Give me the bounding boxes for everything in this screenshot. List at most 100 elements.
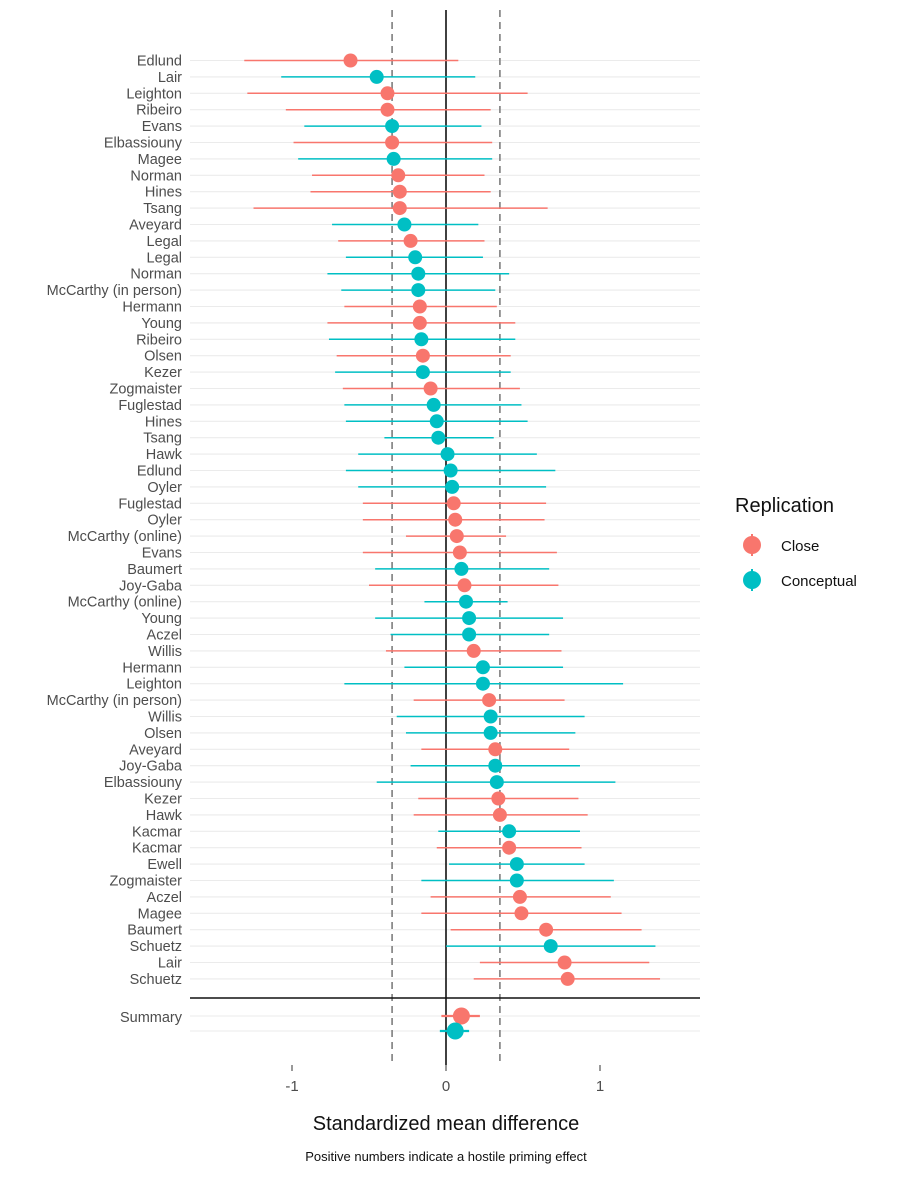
study-label: Olsen bbox=[144, 726, 182, 742]
estimate-point bbox=[431, 430, 446, 445]
estimate-point bbox=[380, 102, 395, 117]
study-label: Elbassiouny bbox=[104, 775, 183, 791]
estimate-point bbox=[459, 594, 474, 609]
study-label: Kacmar bbox=[132, 841, 182, 857]
estimate-point bbox=[557, 955, 572, 970]
study-label: Zogmaister bbox=[109, 874, 182, 890]
study-label: Willis bbox=[148, 710, 182, 726]
study-label: Baumert bbox=[127, 562, 182, 578]
summary-point bbox=[452, 1007, 470, 1025]
study-label: Evans bbox=[142, 546, 182, 562]
estimate-point bbox=[462, 611, 477, 626]
study-label: Evans bbox=[142, 119, 182, 135]
study-label: Kezer bbox=[144, 792, 182, 808]
estimate-point bbox=[475, 676, 490, 691]
study-label: Tsang bbox=[143, 201, 182, 217]
study-label: McCarthy (in person) bbox=[47, 283, 182, 299]
forest-marks bbox=[244, 53, 661, 1040]
study-label: McCarthy (online) bbox=[68, 595, 182, 611]
x-axis-title: Standardized mean difference bbox=[313, 1113, 579, 1135]
estimate-point bbox=[491, 791, 506, 806]
study-label: Leighton bbox=[126, 86, 182, 102]
study-label: Baumert bbox=[127, 923, 182, 939]
estimate-point bbox=[457, 578, 472, 593]
estimate-point bbox=[502, 824, 517, 839]
estimate-point bbox=[415, 348, 430, 363]
estimate-point bbox=[488, 742, 503, 757]
estimate-point bbox=[408, 250, 423, 265]
estimate-point bbox=[539, 922, 554, 937]
estimate-point bbox=[489, 775, 504, 790]
study-label: Oyler bbox=[147, 513, 182, 529]
estimate-point bbox=[386, 151, 401, 166]
estimate-point bbox=[426, 397, 441, 412]
study-label: Tsang bbox=[143, 431, 182, 447]
study-label: Edlund bbox=[137, 464, 182, 480]
study-label: Hawk bbox=[146, 447, 183, 463]
estimate-point bbox=[509, 873, 524, 888]
study-label: Zogmaister bbox=[109, 382, 182, 398]
estimate-point bbox=[397, 217, 412, 232]
estimate-point bbox=[514, 906, 529, 921]
estimate-point bbox=[452, 545, 467, 560]
study-label: Schuetz bbox=[130, 972, 182, 988]
estimate-point bbox=[429, 414, 444, 429]
legend-entry-label: Conceptual bbox=[781, 573, 857, 590]
study-label: Kacmar bbox=[132, 824, 182, 840]
study-label: Schuetz bbox=[130, 939, 182, 955]
estimate-point bbox=[412, 299, 427, 314]
chart-caption: Positive numbers indicate a hostile prim… bbox=[305, 1149, 587, 1164]
estimate-point bbox=[512, 889, 527, 904]
x-tick-label: -1 bbox=[285, 1078, 298, 1095]
study-label: Young bbox=[141, 316, 182, 332]
estimate-point bbox=[483, 725, 498, 740]
estimate-point bbox=[462, 627, 477, 642]
estimate-point bbox=[412, 315, 427, 330]
study-label: Legal bbox=[147, 234, 182, 250]
study-label: Norman bbox=[130, 267, 182, 283]
study-labels: EdlundLairLeightonRibeiroEvansElbassioun… bbox=[47, 54, 183, 1027]
row-gridlines bbox=[190, 59, 700, 1032]
study-label: Oyler bbox=[147, 480, 182, 496]
summary-point bbox=[446, 1022, 464, 1040]
study-label: Joy-Gaba bbox=[119, 759, 183, 775]
estimate-point bbox=[385, 119, 400, 134]
x-axis-ticks: -1 0 1 bbox=[285, 1065, 604, 1095]
legend-key-point bbox=[743, 571, 761, 589]
study-label: Ewell bbox=[147, 857, 182, 873]
study-label: Aczel bbox=[147, 890, 182, 906]
estimate-point bbox=[369, 69, 384, 84]
study-label: Ribeiro bbox=[136, 332, 182, 348]
study-label: Young bbox=[141, 611, 182, 627]
study-label: Legal bbox=[147, 250, 182, 266]
estimate-point bbox=[488, 758, 503, 773]
study-label: McCarthy (in person) bbox=[47, 693, 182, 709]
study-label: Hines bbox=[145, 185, 182, 201]
study-label: Aczel bbox=[147, 628, 182, 644]
estimate-point bbox=[411, 266, 426, 281]
study-label: Olsen bbox=[144, 349, 182, 365]
estimate-point bbox=[509, 857, 524, 872]
reference-lines bbox=[190, 10, 700, 1065]
study-label: Lair bbox=[158, 70, 182, 86]
study-label: Norman bbox=[130, 168, 182, 184]
x-tick-label: 1 bbox=[596, 1078, 604, 1095]
study-label: Magee bbox=[138, 152, 182, 168]
estimate-point bbox=[403, 233, 418, 248]
estimate-point bbox=[492, 807, 507, 822]
study-label: Fuglestad bbox=[118, 398, 182, 414]
estimate-point bbox=[502, 840, 517, 855]
study-label: Hines bbox=[145, 414, 182, 430]
estimate-point bbox=[414, 332, 429, 347]
study-label: Elbassiouny bbox=[104, 136, 183, 152]
estimate-point bbox=[543, 939, 558, 954]
study-label: Ribeiro bbox=[136, 103, 182, 119]
estimate-point bbox=[448, 512, 463, 527]
study-label: Hermann bbox=[122, 300, 182, 316]
study-label: McCarthy (online) bbox=[68, 529, 182, 545]
legend: Replication Close Conceptual bbox=[735, 495, 857, 591]
study-label: Edlund bbox=[137, 54, 182, 70]
study-label: Fuglestad bbox=[118, 496, 182, 512]
study-label: Aveyard bbox=[129, 742, 182, 758]
